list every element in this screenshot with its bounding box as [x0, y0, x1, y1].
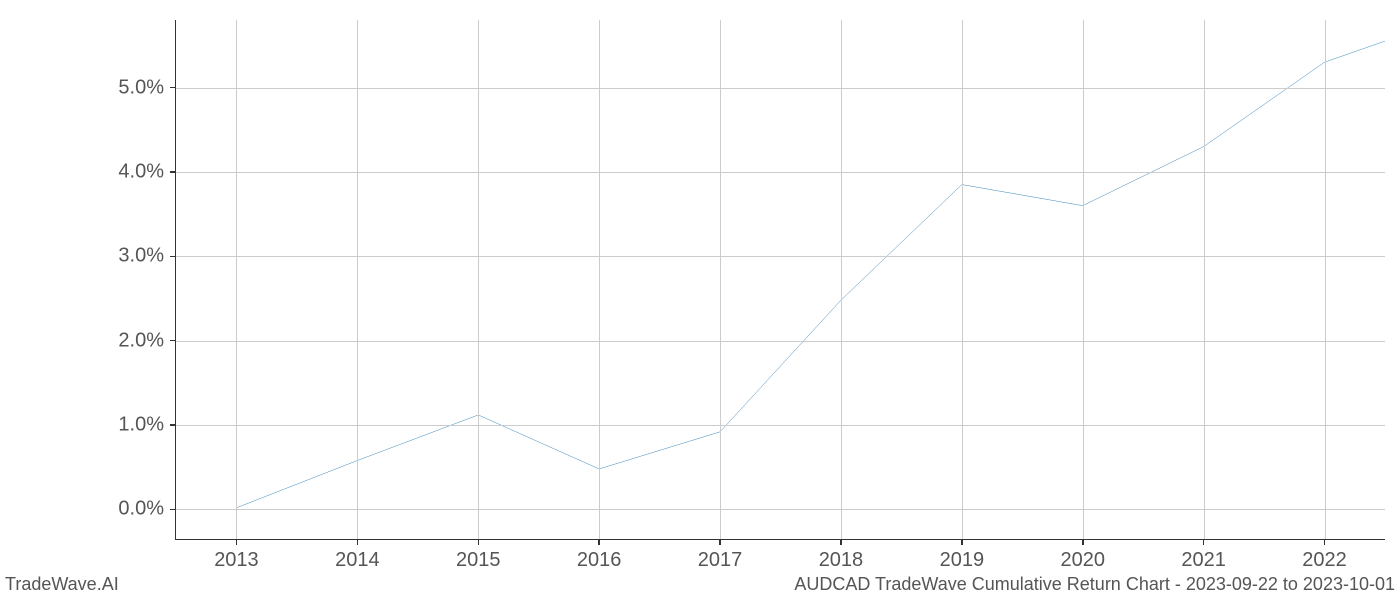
- grid-line-vertical: [236, 20, 237, 539]
- x-tick: [719, 539, 721, 545]
- y-axis-label: 3.0%: [118, 245, 164, 268]
- chart-container: 0.0%1.0%2.0%3.0%4.0%5.0%2013201420152016…: [175, 20, 1385, 540]
- x-axis-label: 2019: [940, 549, 985, 572]
- x-tick: [236, 539, 238, 545]
- footer-title: AUDCAD TradeWave Cumulative Return Chart…: [794, 574, 1395, 595]
- x-tick: [1324, 539, 1326, 545]
- x-axis-label: 2018: [819, 549, 864, 572]
- grid-line-vertical: [962, 20, 963, 539]
- y-tick: [170, 509, 176, 511]
- x-axis-label: 2014: [335, 549, 380, 572]
- grid-line-vertical: [841, 20, 842, 539]
- y-axis-label: 2.0%: [118, 329, 164, 352]
- y-tick: [170, 87, 176, 89]
- grid-line-vertical: [1325, 20, 1326, 539]
- grid-line-vertical: [599, 20, 600, 539]
- x-axis-label: 2016: [577, 549, 622, 572]
- plot-area: 0.0%1.0%2.0%3.0%4.0%5.0%2013201420152016…: [175, 20, 1385, 540]
- x-axis-label: 2020: [1061, 549, 1106, 572]
- y-axis-label: 4.0%: [118, 160, 164, 183]
- grid-line-vertical: [478, 20, 479, 539]
- y-tick: [170, 171, 176, 173]
- grid-line-vertical: [720, 20, 721, 539]
- y-tick: [170, 424, 176, 426]
- y-axis-label: 0.0%: [118, 498, 164, 521]
- x-tick: [840, 539, 842, 545]
- data-polyline: [236, 41, 1385, 508]
- x-axis-label: 2013: [214, 549, 259, 572]
- x-axis-label: 2017: [698, 549, 743, 572]
- x-tick: [1203, 539, 1205, 545]
- x-tick: [357, 539, 359, 545]
- footer-brand: TradeWave.AI: [5, 574, 119, 595]
- grid-line-vertical: [1204, 20, 1205, 539]
- x-axis-label: 2015: [456, 549, 501, 572]
- x-axis-label: 2021: [1181, 549, 1226, 572]
- grid-line-vertical: [357, 20, 358, 539]
- y-tick: [170, 340, 176, 342]
- grid-line-vertical: [1083, 20, 1084, 539]
- x-axis-label: 2022: [1302, 549, 1347, 572]
- x-tick: [1082, 539, 1084, 545]
- y-tick: [170, 256, 176, 258]
- x-tick: [961, 539, 963, 545]
- y-axis-label: 5.0%: [118, 76, 164, 99]
- x-tick: [478, 539, 480, 545]
- y-axis-label: 1.0%: [118, 414, 164, 437]
- x-tick: [598, 539, 600, 545]
